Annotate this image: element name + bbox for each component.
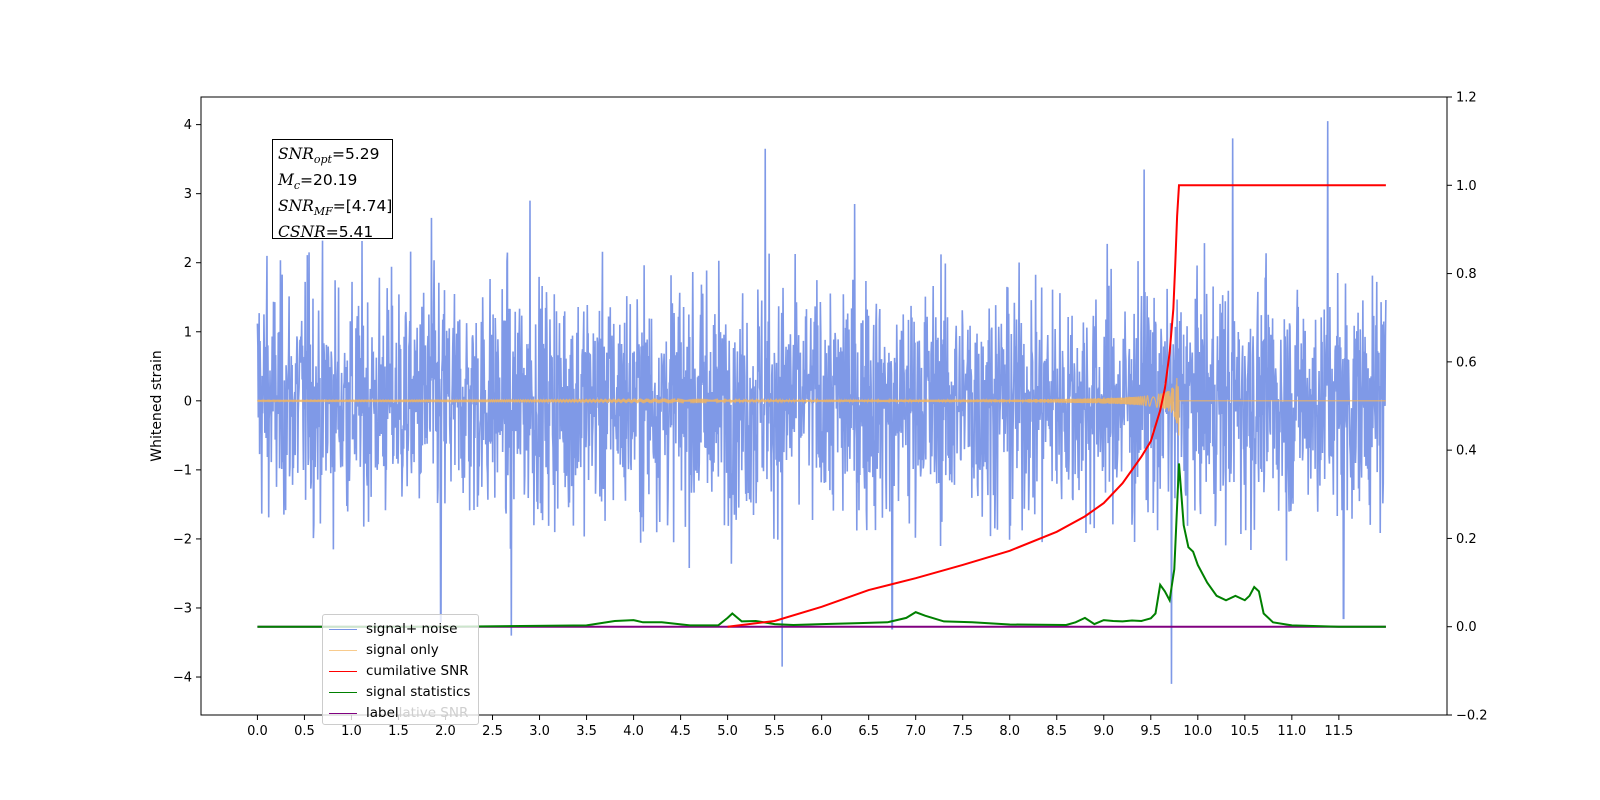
x-tick-label: 3.5 — [576, 724, 597, 739]
x-tick-label: 11.5 — [1324, 724, 1353, 739]
left-y-tick-label: 0 — [184, 394, 192, 409]
legend-swatch — [329, 671, 357, 672]
left-y-tick-label: 3 — [184, 187, 192, 202]
cumulative-snr-line — [727, 184, 1386, 628]
x-tick-label: 7.0 — [905, 724, 926, 739]
x-tick-label: 5.5 — [764, 724, 785, 739]
x-tick-label: 2.5 — [482, 724, 503, 739]
x-tick-label: 1.0 — [341, 724, 362, 739]
x-tick-label: 11.0 — [1277, 724, 1306, 739]
x-tick-label: 0.5 — [294, 724, 315, 739]
legend-item: signal+ noise — [323, 619, 478, 640]
right-y-tick-label: 1.2 — [1456, 91, 1477, 106]
x-tick-label: 5.0 — [717, 724, 738, 739]
x-tick-label: 8.5 — [1046, 724, 1067, 739]
x-tick-label: 10.5 — [1230, 724, 1259, 739]
right-y-tick-label: 0.2 — [1456, 532, 1477, 547]
x-axis: 0.0 0.5 1.0 1.5 2.0 2.5 3.0 3.5 4.0 4.5 5.0 5.5 6.0 6… — [247, 715, 1353, 739]
y-axis-label: Whitened strain — [149, 350, 165, 461]
signal-only-series — [256, 378, 1386, 436]
left-y-tick-label: −2 — [173, 532, 192, 547]
legend-item: signal only — [323, 640, 478, 661]
legend-ghost-label: lative SNR — [398, 705, 469, 721]
x-tick-label: 8.0 — [999, 724, 1020, 739]
left-y-tick-label: −4 — [173, 671, 192, 686]
right-y-tick-label: 0.8 — [1456, 267, 1477, 282]
legend-item: cumilative SNR — [323, 661, 478, 682]
legend-label: signal statistics — [366, 684, 471, 700]
x-tick-label: 9.0 — [1093, 724, 1114, 739]
legend-swatch — [329, 692, 357, 693]
legend-label: cumilative SNR — [366, 663, 469, 679]
left-y-tick-label: −1 — [173, 463, 192, 478]
legend-swatch — [329, 713, 357, 714]
legend-label: label — [366, 705, 399, 721]
right-y-tick-label: 1.0 — [1456, 179, 1477, 194]
legend: signal+ noise signal only cumilative SNR si… — [322, 614, 479, 725]
right-y-tick-label: 0.6 — [1456, 355, 1477, 370]
left-y-axis: 4 3 2 1 0 −1 −2 −3 −4 — [173, 118, 201, 686]
signal-noise-line — [256, 121, 1387, 684]
legend-item: signal statistics — [323, 682, 478, 703]
left-y-tick-label: 4 — [184, 118, 192, 133]
left-y-tick-label: −3 — [173, 601, 192, 616]
legend-item: labellative SNR — [323, 703, 478, 724]
right-y-axis: 1.2 1.0 0.8 0.6 0.4 0.2 0.0 −0.2 — [1447, 91, 1488, 724]
right-y-tick-label: 0.0 — [1456, 620, 1477, 635]
x-tick-label: 6.5 — [858, 724, 879, 739]
signal-noise-series — [256, 121, 1387, 684]
x-tick-label: 0.0 — [247, 724, 268, 739]
signal-only-line — [256, 378, 1386, 436]
x-tick-label: 1.5 — [388, 724, 409, 739]
stat-snr-mf: SNRMF=[4.74] — [278, 197, 393, 219]
x-tick-label: 2.0 — [435, 724, 456, 739]
x-tick-label: 4.5 — [670, 724, 691, 739]
x-tick-label: 3.0 — [529, 724, 550, 739]
x-tick-label: 7.5 — [952, 724, 973, 739]
right-y-tick-label: −0.2 — [1456, 709, 1488, 724]
legend-label: signal only — [366, 642, 439, 658]
stat-mc: Mc=20.19 — [278, 171, 358, 193]
x-tick-label: 9.5 — [1140, 724, 1161, 739]
stat-snr-opt: SNRopt=5.29 — [278, 145, 380, 167]
left-y-tick-label: 2 — [184, 256, 192, 271]
legend-swatch — [329, 650, 357, 651]
right-y-tick-label: 0.4 — [1456, 444, 1477, 459]
x-tick-label: 10.0 — [1183, 724, 1212, 739]
stats-box: SNRopt=5.29 Mc=20.19 SNRMF=[4.74] CSNR=5… — [272, 139, 393, 241]
x-tick-label: 6.0 — [811, 724, 832, 739]
legend-label: signal+ noise — [366, 621, 458, 637]
stat-csnr: CSNR=5.41 — [278, 223, 374, 242]
plot-frame — [200, 96, 1448, 716]
x-tick-label: 4.0 — [623, 724, 644, 739]
legend-swatch — [329, 629, 357, 630]
left-y-tick-label: 1 — [184, 325, 192, 340]
signal-statistics-line — [257, 463, 1386, 628]
